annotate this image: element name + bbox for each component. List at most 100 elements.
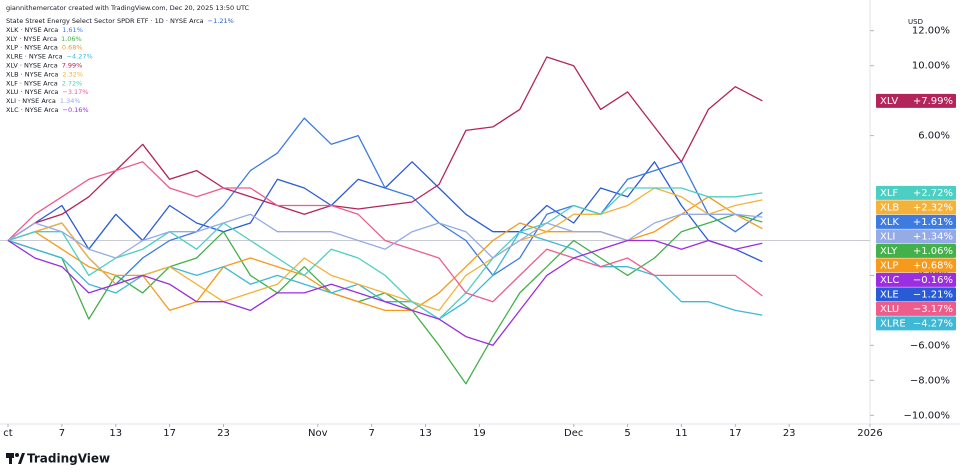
- badge-bg: [876, 200, 956, 215]
- legend-change: −3.17%: [62, 88, 88, 96]
- x-tick-label: 2026: [857, 428, 882, 439]
- x-tick-label: ct: [3, 428, 12, 439]
- badge-name: XLU: [880, 304, 899, 315]
- legend-item: XLI · NYSE Arca 1.34%: [6, 97, 81, 105]
- badge-bg: [876, 287, 956, 302]
- brand-logo: TradingView: [6, 452, 110, 466]
- legend-change: −1.21%: [208, 17, 234, 25]
- legend-name: XLP: [6, 44, 18, 52]
- separator: ·: [18, 44, 24, 52]
- x-tick-label: Dec: [564, 428, 583, 439]
- badge-value: −1.21%: [913, 289, 953, 300]
- legend-description: State Street Energy Select Sector SPDR E…: [6, 17, 149, 25]
- last-value-badge: XLRE −4.27%: [876, 316, 956, 331]
- badge-bg: [876, 185, 956, 200]
- badge-bg: [876, 243, 956, 258]
- legend-exchange: NYSE Arca: [25, 70, 59, 78]
- legend-text: XLF · NYSE Arca 2.72%: [6, 79, 82, 87]
- legend-text: State Street Energy Select Sector SPDR E…: [6, 17, 234, 25]
- legend-exchange: NYSE Arca: [170, 17, 204, 25]
- legend-name: XLU: [6, 88, 19, 96]
- last-value-badge: XLU −3.17%: [876, 301, 956, 316]
- badge-value: +2.72%: [913, 188, 953, 199]
- badge-name: XLP: [880, 260, 898, 271]
- x-tick-label: 23: [217, 428, 230, 439]
- separator: ·: [148, 17, 154, 25]
- separator: ·: [17, 35, 23, 43]
- badge-name: XLB: [880, 202, 899, 213]
- separator: ·: [19, 106, 25, 114]
- legend-exchange: NYSE Arca: [29, 53, 63, 61]
- legend-exchange: NYSE Arca: [25, 106, 59, 114]
- legend-text: XLP · NYSE Arca 0.68%: [6, 44, 83, 52]
- separator: ·: [19, 88, 25, 96]
- badge-name: XLY: [880, 246, 898, 257]
- legend-item: XLY · NYSE Arca 1.06%: [6, 35, 82, 43]
- legend-text: XLI · NYSE Arca 1.34%: [6, 97, 81, 105]
- legend-change: 1.61%: [62, 26, 83, 34]
- legend-item: State Street Energy Select Sector SPDR E…: [6, 17, 234, 25]
- y-tick-label: 10.00%: [912, 61, 950, 72]
- y-tick-label: −8.00%: [910, 375, 950, 386]
- legend-change: 1.06%: [61, 35, 82, 43]
- legend-item: XLRE · NYSE Arca −4.27%: [6, 53, 93, 61]
- legend-item: XLV · NYSE Arca 7.99%: [6, 62, 82, 70]
- separator: ·: [18, 79, 24, 87]
- legend-name: XLV: [6, 62, 18, 70]
- badge-value: −3.17%: [913, 304, 953, 315]
- x-tick-label: 17: [729, 428, 742, 439]
- legend-name: XLF: [6, 79, 18, 87]
- x-tick-label: 11: [675, 428, 688, 439]
- badge-value: +2.32%: [913, 202, 953, 213]
- legend-name: XLRE: [6, 53, 23, 61]
- badge-name: XLE: [880, 289, 899, 300]
- separator: ·: [18, 26, 24, 34]
- x-tick-label: 17: [163, 428, 176, 439]
- last-value-badge: XLE −1.21%: [876, 287, 956, 302]
- last-value-badge: XLY +1.06%: [876, 243, 956, 258]
- badge-bg: [876, 214, 956, 229]
- legend-text: XLC · NYSE Arca −0.16%: [6, 106, 89, 114]
- x-tick-label: Nov: [308, 428, 328, 439]
- badge-value: +1.06%: [913, 246, 953, 257]
- series-line: [7, 161, 763, 303]
- last-value-badge: XLB +2.32%: [876, 200, 956, 215]
- badge-value: +1.34%: [913, 231, 953, 242]
- x-tick-label: 13: [109, 428, 122, 439]
- separator: ·: [19, 70, 25, 78]
- legend-exchange: NYSE Arca: [25, 88, 59, 96]
- legend-item: XLP · NYSE Arca 0.68%: [6, 44, 83, 52]
- badge-value: +0.68%: [913, 260, 953, 271]
- legend-text: XLB · NYSE Arca 2.32%: [6, 70, 83, 78]
- x-tick-label: 23: [783, 428, 796, 439]
- legend-exchange: NYSE Arca: [25, 26, 59, 34]
- badge-bg: [876, 301, 956, 316]
- badge-value: +1.61%: [913, 217, 953, 228]
- badge-bg: [876, 93, 956, 108]
- legend-item: XLB · NYSE Arca 2.32%: [6, 70, 83, 78]
- last-value-badge: XLF +2.72%: [876, 185, 956, 200]
- legend-name: XLC: [6, 106, 19, 114]
- series-line: [7, 196, 763, 312]
- last-value-badge: XLV +7.99%: [876, 93, 956, 108]
- badge-name: XLK: [880, 217, 899, 228]
- legend-text: XLK · NYSE Arca 1.61%: [6, 26, 83, 34]
- badge-value: +7.99%: [913, 96, 953, 107]
- legend-change: 2.32%: [62, 70, 83, 78]
- x-tick-label: 5: [624, 428, 630, 439]
- badge-name: XLV: [880, 96, 898, 107]
- legend-text: XLRE · NYSE Arca −4.27%: [6, 53, 93, 61]
- badge-name: XLI: [880, 231, 895, 242]
- legend-item: XLC · NYSE Arca −0.16%: [6, 106, 89, 114]
- badge-name: XLRE: [880, 318, 906, 329]
- legend-exchange: NYSE Arca: [24, 44, 58, 52]
- badge-name: XLF: [880, 188, 898, 199]
- badge-bg: [876, 272, 956, 287]
- credit: giannithemercator created with TradingVi…: [6, 4, 250, 12]
- x-tick-label: 13: [419, 428, 432, 439]
- y-tick-label: −10.00%: [903, 410, 950, 421]
- legend-text: XLY · NYSE Arca 1.06%: [6, 35, 82, 43]
- last-value-badge: XLC −0.16%: [876, 272, 956, 287]
- x-tick-label: 19: [473, 428, 486, 439]
